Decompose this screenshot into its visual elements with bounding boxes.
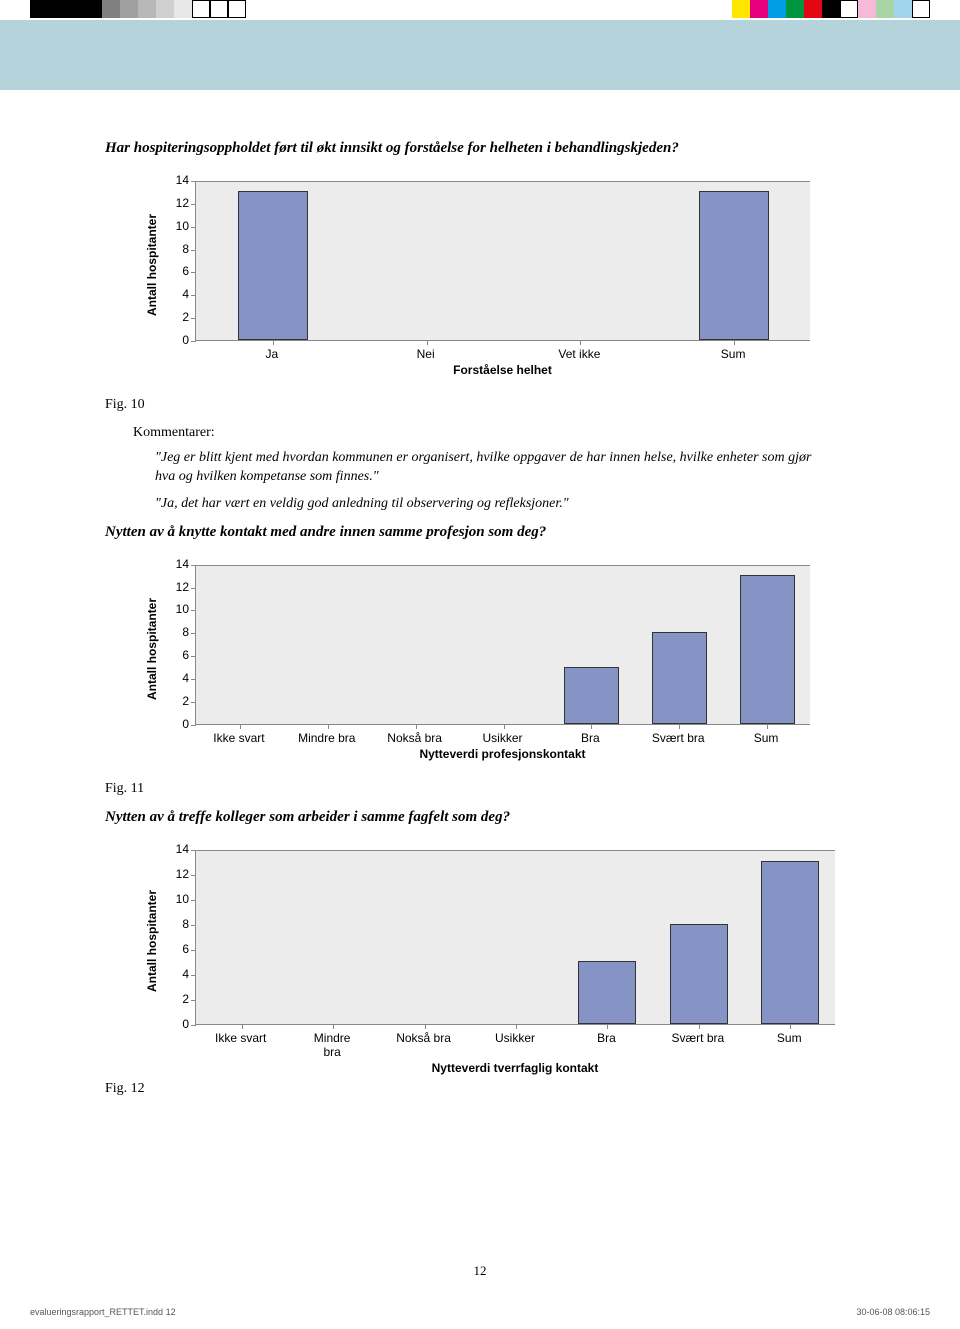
chart-fig12: 02468101214Antall hospitanterIkke svartM… xyxy=(133,844,845,1073)
registration-bar-left xyxy=(30,0,246,18)
chart-fig10: 02468101214Antall hospitanterJaNeiVet ik… xyxy=(133,175,820,389)
page-content: Har hospiteringsoppholdet ført til økt i… xyxy=(105,140,855,1109)
footer-timestamp: 30-06-08 08:06:15 xyxy=(856,1307,930,1317)
chart-fig11: 02468101214Antall hospitanterIkke svartM… xyxy=(133,559,820,773)
fig10-caption: Fig. 10 xyxy=(105,397,843,413)
comments-heading: Kommentarer: xyxy=(133,425,855,441)
question-1: Har hospiteringsoppholdet ført til økt i… xyxy=(105,140,855,157)
header-band xyxy=(0,20,960,90)
comment-2: "Ja, det har vært en veldig god anlednin… xyxy=(155,495,835,514)
fig12-caption: Fig. 12 xyxy=(105,1081,843,1097)
comment-1: "Jeg er blitt kjent med hvordan kommunen… xyxy=(155,449,835,487)
registration-bar-right xyxy=(732,0,930,18)
fig11-caption: Fig. 11 xyxy=(105,781,843,797)
page-number: 12 xyxy=(0,1263,960,1279)
question-3: Nytten av å treffe kolleger som arbeider… xyxy=(105,809,855,826)
question-2: Nytten av å knytte kontakt med andre inn… xyxy=(105,524,855,541)
footer-filename: evalueringsrapport_RETTET.indd 12 xyxy=(30,1307,176,1317)
